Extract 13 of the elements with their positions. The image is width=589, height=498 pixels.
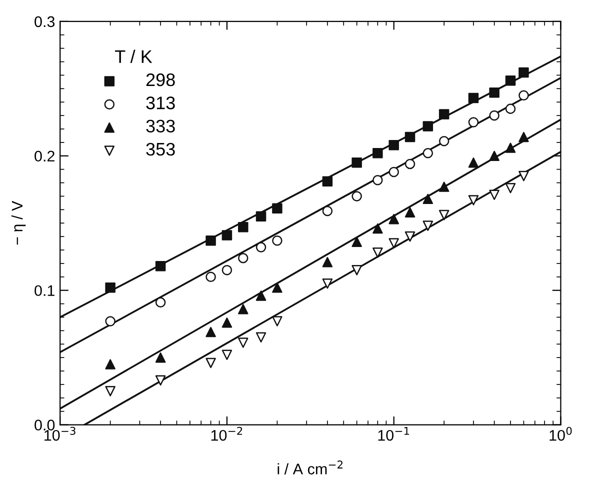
x-axis-title: i / A cm$^{−2}$ [278,460,342,474]
x-tick-label: 10$^{0}$ [550,426,572,441]
legend-label: 298 [146,73,175,86]
y-tick-label: 0.1 [34,285,54,296]
y-tick-label: 0.3 [34,16,55,28]
y-axis-title: − η / V [11,200,26,245]
x-tick-label: 10$^{−1}$ [378,426,410,441]
legend-title: T / K [114,50,152,64]
x-tick-label: 10$^{−2}$ [211,426,242,441]
legend-label: 333 [146,120,175,132]
legend-label: 313 [146,96,175,110]
y-tick-label: 0.2 [34,150,54,162]
legend-label: 353 [146,142,175,156]
